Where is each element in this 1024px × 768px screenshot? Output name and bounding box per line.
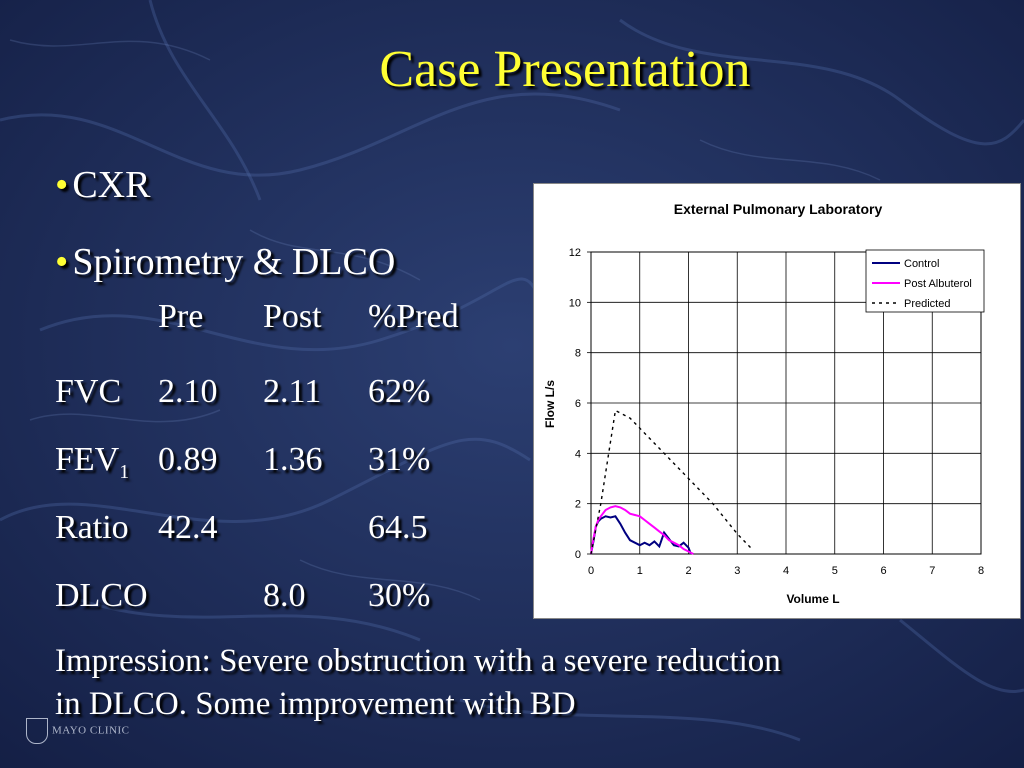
series-line-post-albuterol [590,505,694,555]
ratio-pre: 42.4 [158,509,218,546]
chart-title: External Pulmonary Laboratory [674,201,883,217]
header-post: Post [263,298,322,335]
dlco-post: 8.0 [263,577,306,614]
shield-icon [26,718,48,744]
y-axis-label: Flow L/s [543,380,557,428]
impression-line-2: in DLCO. Some improvement with BD [55,686,576,722]
x-tick-label: 7 [929,565,935,577]
x-tick-label: 4 [783,565,789,577]
chart-legend: Control Post Albuterol Predicted [865,249,985,313]
y-tick-label: 6 [575,398,581,410]
row-label-fev1: FEV1 [55,441,130,483]
x-tick-label: 1 [637,565,643,577]
y-tick-label: 4 [575,448,581,460]
fvc-pred: 62% [368,373,431,410]
series-line-control [590,515,692,555]
mayo-clinic-logo: MAYO CLINIC [26,718,130,744]
bullet-cxr: • CXR [55,164,151,206]
legend-entry: Post Albuterol [904,278,972,290]
fvc-post: 2.11 [263,373,322,410]
x-tick-label: 8 [978,565,984,577]
slide-title: Case Presentation [379,41,751,98]
y-tick-label: 10 [569,297,581,309]
header-pre: Pre [158,298,204,335]
fev1-pred: 31% [368,441,431,478]
legend-entry: Predicted [904,298,950,310]
x-axis-label: Volume L [786,592,839,606]
bullet-spirometry: • Spirometry & DLCO [55,241,396,283]
fev1-pre: 0.89 [158,441,218,478]
y-tick-label: 8 [575,348,581,360]
legend-box [865,249,985,313]
x-tick-label: 6 [880,565,886,577]
ratio-pred: 64.5 [368,509,428,546]
bullet-dot: • [55,164,69,206]
fvc-pre: 2.10 [158,373,218,410]
plot-area-border [590,251,982,555]
y-tick-label: 12 [569,247,581,259]
legend-entry: Control [904,258,939,270]
x-tick-label: 0 [588,565,594,577]
fev1-post: 1.36 [263,441,323,478]
x-tick-label: 3 [734,565,740,577]
y-tick-label: 2 [575,499,581,511]
header-pred: %Pred [368,298,459,335]
x-tick-label: 5 [832,565,838,577]
series-line-predicted [590,409,753,555]
row-label-dlco: DLCO [55,577,148,614]
impression-text: Impression: Severe obstruction with a se… [55,640,975,726]
row-label-ratio: Ratio [55,509,129,546]
bullet-dot: • [55,241,69,283]
chart-series-layer [590,409,753,555]
dlco-pred: 30% [368,577,431,614]
impression-line-1: Impression: Severe obstruction with a se… [55,643,781,679]
y-tick-label: 0 [575,549,581,561]
x-tick-label: 2 [685,565,691,577]
chart-svg: External Pulmonary Laboratory 0 1 2 3 4 5 6 7 80… [543,201,985,606]
row-label-fvc: FVC [55,373,122,410]
